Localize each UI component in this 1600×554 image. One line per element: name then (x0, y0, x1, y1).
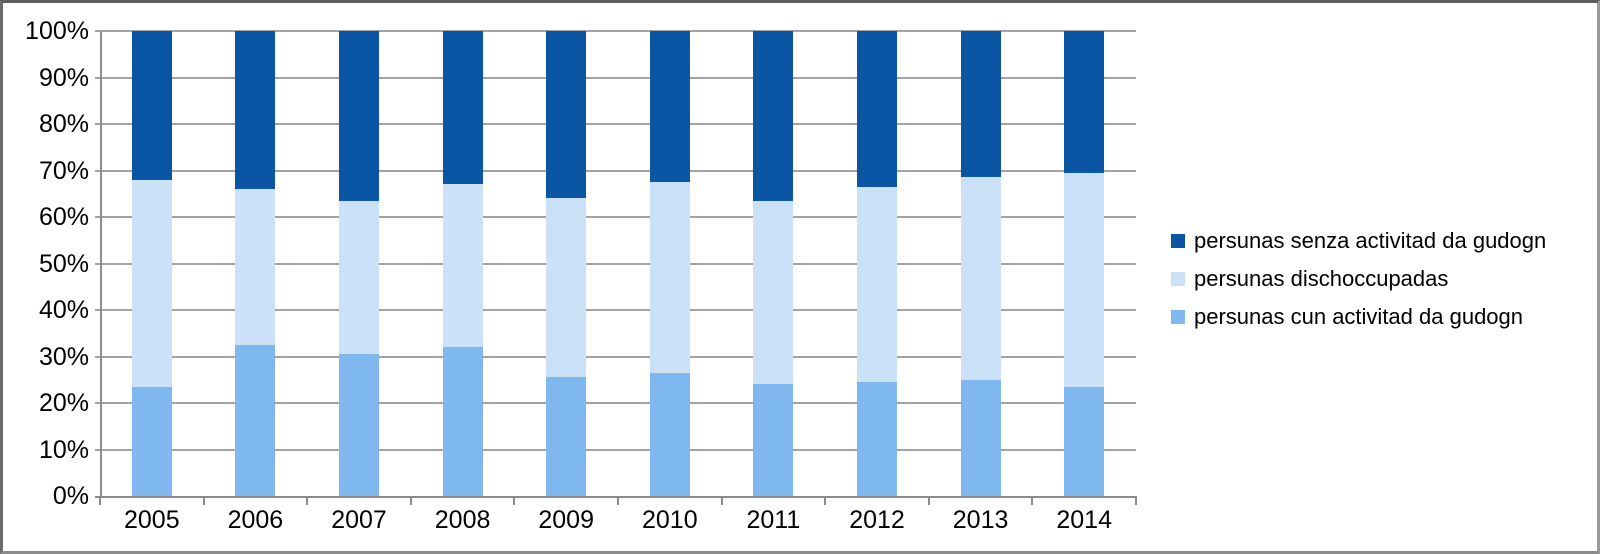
y-axis-tick-label: 70% (38, 156, 89, 185)
bar-segment-2005 (131, 386, 172, 496)
bar-segment-2010 (649, 31, 690, 183)
y-axis-tick-label: 100% (25, 17, 89, 45)
x-axis-category-label: 2011 (746, 506, 801, 534)
bar-segment-2013 (960, 177, 1001, 380)
bar-segment-2007 (339, 200, 379, 355)
gridline-30pct (95, 355, 1136, 358)
gridline-50pct (95, 262, 1136, 265)
y-axis-tick-label: 90% (38, 63, 89, 92)
bar-segment-2005 (131, 179, 172, 387)
y-axis-line (100, 31, 102, 498)
x-axis-tick (824, 496, 827, 505)
bar-segment-2007 (339, 354, 379, 496)
x-axis-tick (306, 496, 309, 505)
bar-segment-2008 (442, 31, 483, 185)
legend: persunas senza activitad da gudogn persun… (1171, 222, 1546, 336)
legend-item: persunas dischoccupadas (1171, 260, 1546, 298)
legend-label: persunas cun activitad da gudogn (1194, 304, 1524, 329)
gridline-40pct (95, 309, 1136, 311)
bar-segment-2005 (131, 31, 172, 180)
bar-segment-2014 (1064, 386, 1105, 496)
bar-segment-2009 (546, 198, 587, 378)
bar-segment-2013 (960, 31, 1001, 178)
y-axis-tick-label: 50% (38, 249, 89, 278)
legend-swatch-icon (1171, 272, 1185, 286)
plot-area (95, 30, 1137, 505)
legend-swatch-icon (1171, 234, 1185, 248)
x-axis-tick (99, 496, 101, 505)
x-axis-category-label: 2006 (227, 506, 284, 534)
gridline-10pct (95, 448, 1136, 451)
bar-segment-2007 (339, 31, 379, 201)
y-axis-tick-label: 30% (38, 342, 89, 371)
legend-item: persunas senza activitad da gudogn (1171, 222, 1546, 260)
y-axis-tick-label: 20% (38, 389, 89, 417)
bar-segment-2009 (546, 377, 587, 496)
x-axis-category-label: 2008 (434, 506, 491, 534)
x-axis-category-label: 2012 (849, 506, 905, 534)
bar-segment-2006 (235, 189, 276, 345)
x-axis-category-label: 2013 (952, 506, 1009, 534)
legend-swatch-icon (1171, 310, 1185, 324)
bar-segment-2014 (1064, 31, 1105, 173)
legend-label: persunas senza activitad da gudogn (1194, 228, 1547, 253)
x-axis-tick (927, 496, 930, 505)
x-axis-tick (1135, 496, 1137, 505)
gridline-70pct (95, 169, 1136, 172)
x-axis-line (95, 496, 1136, 498)
bar-segment-2011 (753, 200, 794, 385)
bar-segment-2008 (442, 184, 483, 348)
x-axis-tick (202, 496, 205, 505)
x-axis-category-label: 2014 (1056, 506, 1112, 534)
gridline-90pct (95, 76, 1136, 79)
bar-segment-2010 (649, 372, 690, 496)
bar-segment-2006 (235, 31, 276, 190)
gridline-20pct (95, 402, 1136, 404)
y-axis-tick-label: 10% (38, 435, 89, 464)
x-axis-category-label: 2005 (123, 506, 180, 534)
x-axis-category-label: 2009 (538, 506, 594, 534)
bar-segment-2012 (857, 382, 897, 496)
bar-segment-2013 (960, 379, 1001, 496)
y-axis-tick-label: 80% (38, 110, 89, 138)
legend-label: persunas dischoccupadas (1194, 266, 1449, 291)
x-axis-category-label: 2010 (641, 506, 698, 534)
y-axis-tick-label: 60% (38, 203, 89, 231)
bar-segment-2012 (857, 186, 897, 383)
x-axis-tick (720, 496, 723, 505)
bar-segment-2006 (235, 344, 276, 496)
bar-segment-2014 (1064, 172, 1105, 387)
bar-segment-2011 (753, 384, 794, 496)
bar-segment-2009 (546, 31, 587, 199)
bar-segment-2008 (442, 347, 483, 496)
x-axis-tick (1031, 496, 1034, 505)
gridline-80pct (95, 123, 1136, 125)
x-axis-tick (409, 496, 412, 505)
bar-segment-2012 (857, 31, 897, 187)
bar-segment-2010 (649, 182, 690, 373)
y-axis-tick-label: 40% (38, 296, 89, 324)
x-axis-category-label: 2007 (331, 506, 387, 534)
legend-item: persunas cun activitad da gudogn (1171, 298, 1546, 336)
gridline-60pct (95, 216, 1136, 218)
bar-segment-2011 (753, 31, 794, 201)
x-axis-tick (617, 496, 619, 505)
x-axis-tick (513, 496, 516, 505)
y-axis-tick-label: 0% (52, 482, 89, 510)
gridline-100pct (95, 30, 1136, 32)
